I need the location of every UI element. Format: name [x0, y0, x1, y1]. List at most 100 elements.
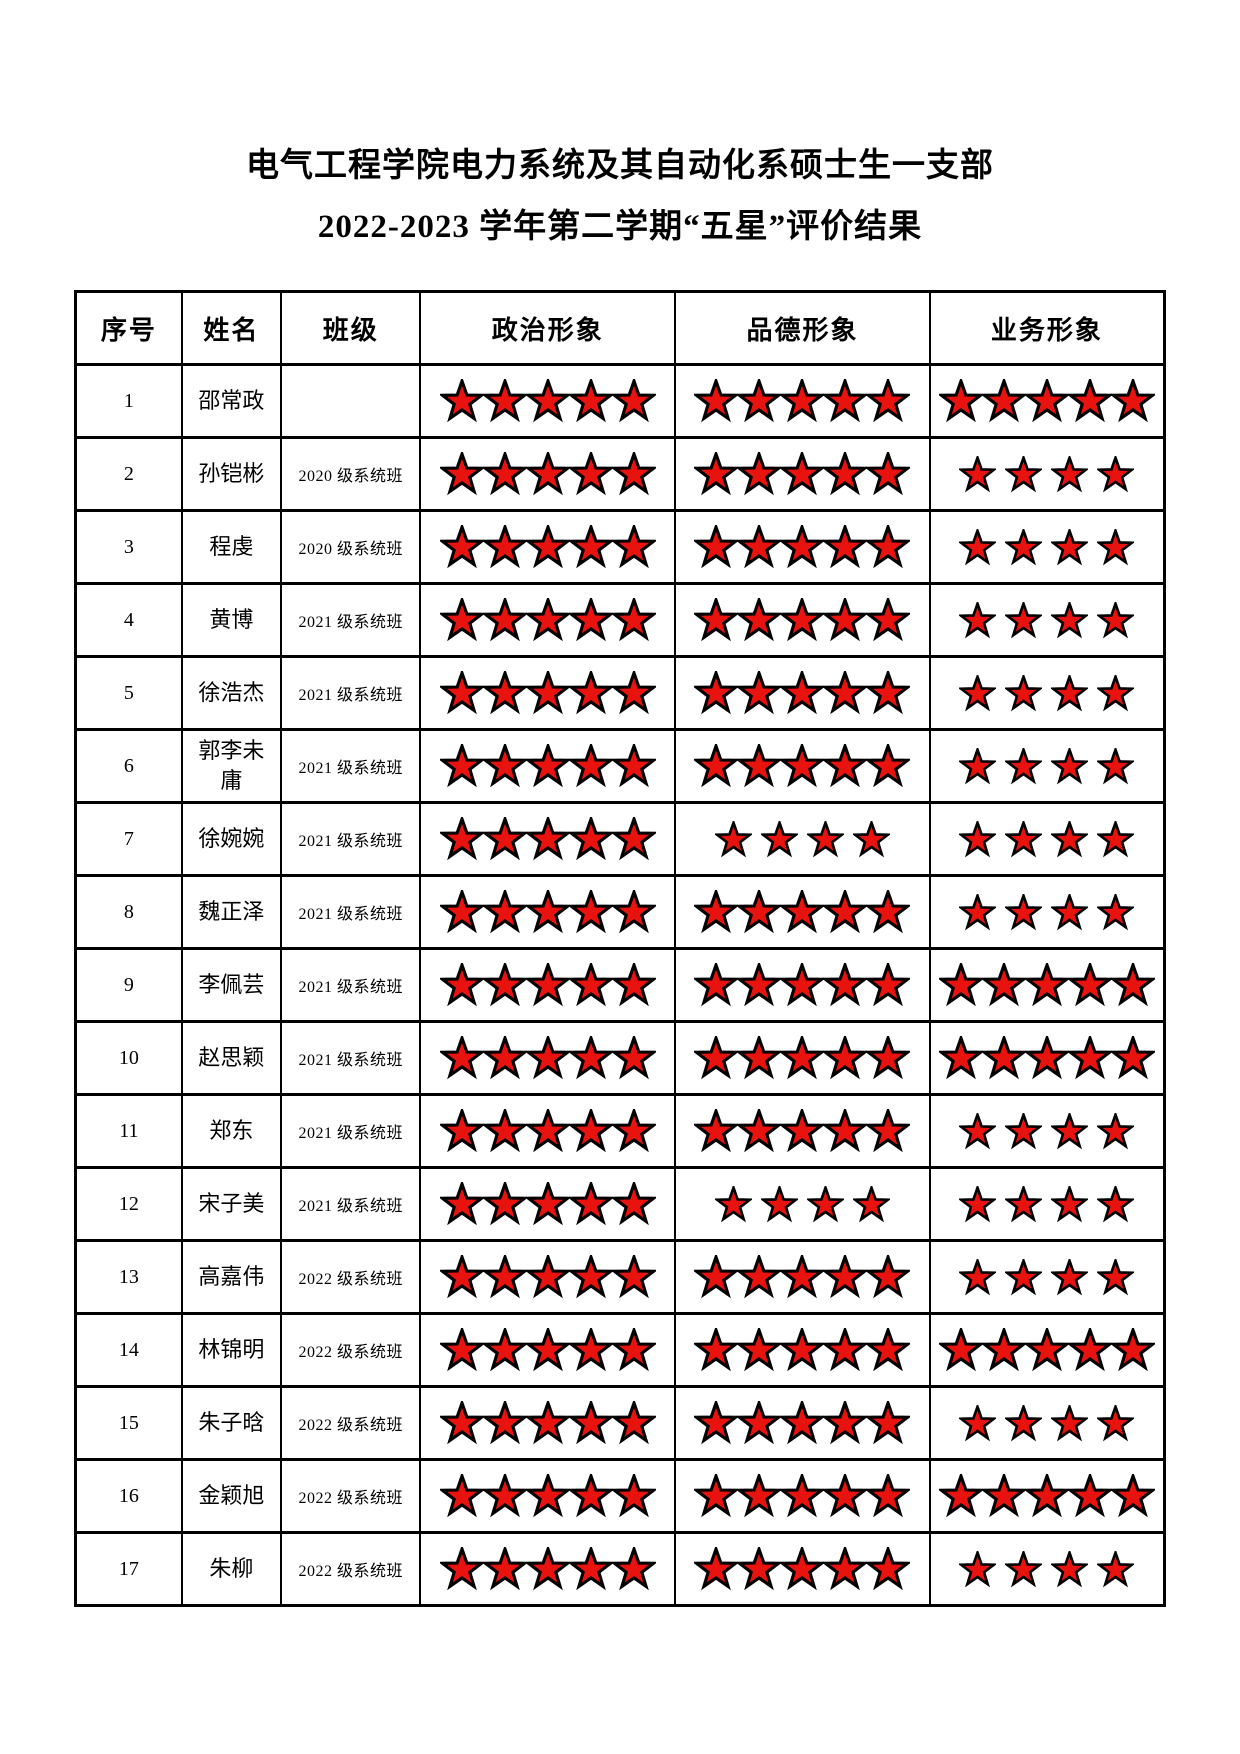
star-icon	[1067, 1036, 1112, 1080]
star-icon	[780, 1036, 825, 1080]
star-icon	[823, 1401, 868, 1445]
star-icon	[780, 1255, 825, 1299]
star-icon	[866, 1036, 911, 1080]
star-icon	[780, 1328, 825, 1372]
class-label: 2020 级系统班	[280, 436, 422, 512]
star-icon	[439, 1474, 484, 1518]
star-icon	[482, 1109, 527, 1153]
student-name: 徐浩杰	[180, 655, 283, 731]
star-icon	[1005, 1404, 1043, 1441]
professional-stars-cell	[928, 1312, 1166, 1388]
political-stars-cell	[419, 1385, 677, 1461]
student-name: 黄博	[180, 582, 283, 658]
table-row: 6 郭李未庸 2021 级系统班	[74, 728, 1166, 804]
star-icon	[959, 1185, 997, 1222]
star-icon	[1097, 1404, 1135, 1441]
star-icon	[611, 452, 656, 496]
star-icon	[525, 963, 570, 1007]
star-icon	[482, 1547, 527, 1591]
star-icon	[1005, 1185, 1043, 1222]
star-icon	[611, 1328, 656, 1372]
star-icon	[1005, 674, 1043, 711]
star-icon	[981, 1328, 1026, 1372]
political-stars-cell	[419, 1239, 677, 1315]
student-name: 魏正泽	[180, 874, 283, 950]
star-icon	[1097, 1112, 1135, 1149]
political-stars-cell	[419, 1020, 677, 1096]
professional-star-rating	[937, 1112, 1157, 1150]
professional-star-rating	[937, 674, 1157, 712]
moral-stars-cell	[674, 655, 931, 731]
star-icon	[714, 820, 752, 857]
star-icon	[1067, 963, 1112, 1007]
star-icon	[525, 671, 570, 715]
star-icon	[1067, 1328, 1112, 1372]
star-icon	[959, 674, 997, 711]
class-label: 2022 级系统班	[280, 1531, 422, 1607]
political-star-rating	[427, 1255, 668, 1299]
star-icon	[737, 598, 782, 642]
star-icon	[439, 525, 484, 569]
star-icon	[737, 1255, 782, 1299]
star-icon	[1005, 747, 1043, 784]
star-icon	[611, 1255, 656, 1299]
star-icon	[737, 963, 782, 1007]
star-icon	[525, 452, 570, 496]
class-label: 2021 级系统班	[280, 655, 422, 731]
row-number: 7	[74, 801, 183, 877]
moral-star-rating	[682, 379, 923, 423]
star-icon	[694, 671, 739, 715]
evaluation-table: 序号 姓名 班级 政治形象 品德形象 业务形象 1 邵常政 2 孙铠彬	[74, 290, 1166, 1607]
student-name: 郭李未庸	[180, 728, 283, 804]
moral-star-rating	[682, 744, 923, 788]
star-icon	[780, 1109, 825, 1153]
table-row: 9 李佩芸 2021 级系统班	[74, 947, 1166, 1023]
star-icon	[1097, 820, 1135, 857]
table-row: 1 邵常政	[74, 363, 1166, 439]
star-icon	[823, 1109, 868, 1153]
star-icon	[981, 963, 1026, 1007]
star-icon	[525, 598, 570, 642]
professional-stars-cell	[928, 1385, 1166, 1461]
star-icon	[1097, 455, 1135, 492]
star-icon	[737, 744, 782, 788]
student-name: 徐婉婉	[180, 801, 283, 877]
star-icon	[823, 1255, 868, 1299]
professional-stars-cell	[928, 1093, 1166, 1169]
star-icon	[694, 1474, 739, 1518]
star-icon	[1051, 1404, 1089, 1441]
moral-stars-cell	[674, 947, 931, 1023]
moral-star-rating	[682, 890, 923, 934]
star-icon	[959, 528, 997, 565]
star-icon	[938, 963, 983, 1007]
star-icon	[568, 1182, 613, 1226]
star-icon	[1051, 1550, 1089, 1587]
star-icon	[694, 1547, 739, 1591]
professional-stars-cell	[928, 1531, 1166, 1607]
star-icon	[525, 1401, 570, 1445]
row-number: 11	[74, 1093, 183, 1169]
star-icon	[1097, 674, 1135, 711]
star-icon	[439, 452, 484, 496]
student-name: 邵常政	[180, 363, 283, 439]
professional-stars-cell	[928, 874, 1166, 950]
star-icon	[611, 963, 656, 1007]
star-icon	[1067, 1474, 1112, 1518]
moral-stars-cell	[674, 1093, 931, 1169]
table-row: 17 朱柳 2022 级系统班	[74, 1531, 1166, 1607]
star-icon	[525, 1036, 570, 1080]
star-icon	[1005, 455, 1043, 492]
class-label: 2020 级系统班	[280, 509, 422, 585]
star-icon	[959, 455, 997, 492]
class-label	[280, 363, 422, 439]
star-icon	[1051, 601, 1089, 638]
star-icon	[439, 963, 484, 1007]
star-icon	[694, 525, 739, 569]
star-icon	[482, 1401, 527, 1445]
professional-star-rating	[937, 455, 1157, 493]
star-icon	[959, 820, 997, 857]
star-icon	[482, 1328, 527, 1372]
star-icon	[439, 1401, 484, 1445]
student-name: 林锦明	[180, 1312, 283, 1388]
political-stars-cell	[419, 801, 677, 877]
